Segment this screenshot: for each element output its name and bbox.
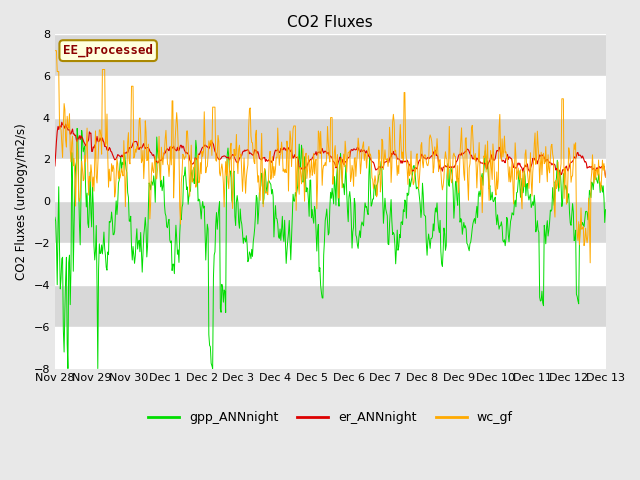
Legend: gpp_ANNnight, er_ANNnight, wc_gf: gpp_ANNnight, er_ANNnight, wc_gf: [143, 406, 518, 429]
Bar: [55, 243, 605, 285]
Bar: [55, 201, 605, 243]
Text: EE_processed: EE_processed: [63, 44, 153, 57]
Bar: [55, 76, 605, 118]
Bar: [55, 285, 605, 327]
Y-axis label: CO2 Fluxes (urology/m2/s): CO2 Fluxes (urology/m2/s): [15, 123, 28, 280]
Bar: [55, 327, 605, 369]
Bar: [55, 34, 605, 76]
Title: CO2 Fluxes: CO2 Fluxes: [287, 15, 373, 30]
Bar: [55, 159, 605, 201]
Bar: [55, 118, 605, 159]
